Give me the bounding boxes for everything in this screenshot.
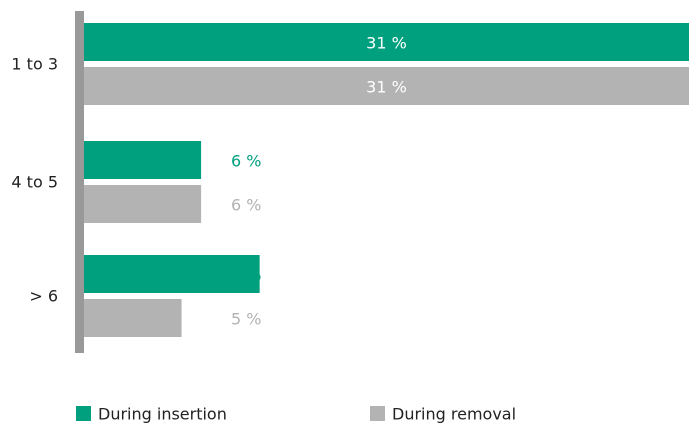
legend-label-insertion: During insertion [98,405,227,424]
category-label-0: 1 to 3 [11,55,58,74]
value-label-removal-2: 5 % [231,310,261,329]
legend-label-removal: During removal [392,405,516,424]
value-label-removal-0: 31 % [366,78,407,97]
axis-layer [75,11,84,353]
bar-insertion-2 [84,255,260,293]
value-label-insertion-1: 6 % [231,152,261,171]
bar-removal-2 [84,299,182,337]
legend-swatch-insertion [76,406,91,421]
value-label-removal-1: 6 % [231,196,261,215]
legend: During insertion During removal [76,405,516,424]
category-label-2: > 6 [29,287,58,306]
bar-insertion-1 [84,141,202,179]
legend-item-insertion: During insertion [76,405,227,424]
bars-layer [84,23,689,337]
value-label-insertion-2: 9 % [231,266,261,285]
bar-removal-0 [84,67,689,105]
bar-removal-1 [84,185,202,223]
y-axis-line [75,11,84,353]
value-labels-layer: 31 % 31 % 6 % 6 % 9 % 5 % [231,34,407,329]
category-label-1: 4 to 5 [11,173,58,192]
bar-insertion-0 [84,23,689,61]
legend-item-removal: During removal [370,405,516,424]
value-label-insertion-0: 31 % [366,34,407,53]
legend-swatch-removal [370,406,385,421]
category-labels-layer: 1 to 3 4 to 5 > 6 [11,55,58,306]
